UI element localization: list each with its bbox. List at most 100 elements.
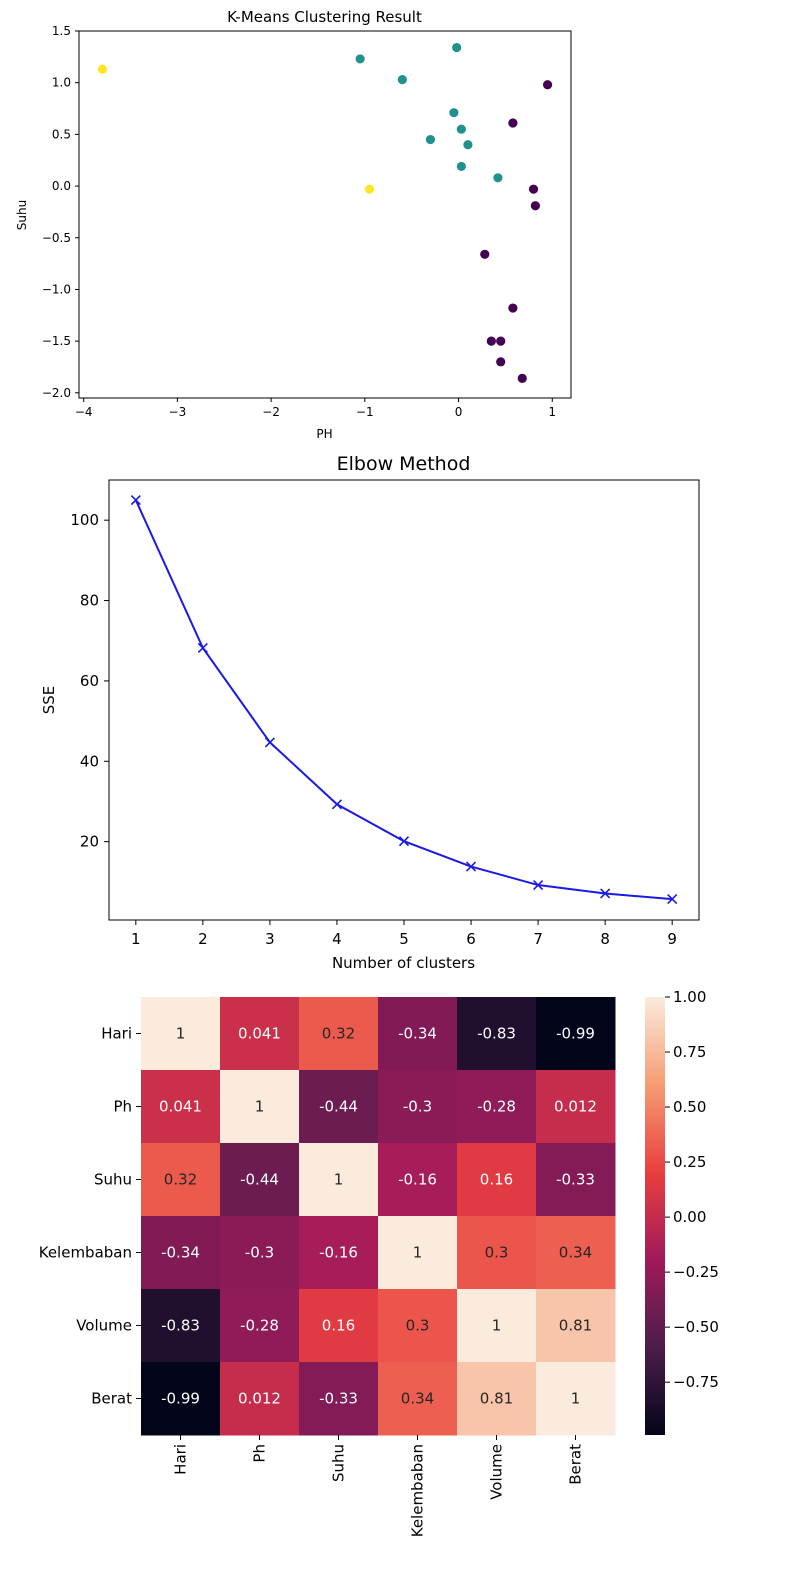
plot-frame xyxy=(108,479,700,921)
heatmap-cell-value: -0.28 xyxy=(240,1317,279,1335)
colorbar-tick-label: −0.50 xyxy=(673,1318,719,1336)
y-tick-label: −1.0 xyxy=(42,282,71,296)
x-tick-label: 3 xyxy=(265,930,275,948)
x-axis-label: PH xyxy=(316,427,332,441)
row-label: Hari xyxy=(101,1025,132,1043)
x-tick-label: 0 xyxy=(455,405,463,419)
sse-point-marker xyxy=(465,861,477,872)
heatmap-cell xyxy=(141,1143,221,1217)
x-tick-label: 5 xyxy=(399,930,409,948)
x-tick-label: −1 xyxy=(356,405,374,419)
column-label: Suhu xyxy=(330,1444,348,1482)
heatmap-cell xyxy=(378,1143,458,1217)
y-tick-label: 0.0 xyxy=(52,179,71,193)
heatmap-cell-value: 0.81 xyxy=(480,1390,513,1408)
x-axis-label: Number of clusters xyxy=(332,954,475,972)
heatmap-cell-value: 0.16 xyxy=(322,1317,355,1335)
sse-series-markers xyxy=(130,495,678,905)
row-label: Berat xyxy=(91,1390,132,1408)
heatmap-cell-value: 0.041 xyxy=(238,1025,281,1043)
heatmap-cell xyxy=(457,1143,537,1217)
colorbar-tick-label: −0.75 xyxy=(673,1373,719,1391)
heatmap-cell-value: 0.32 xyxy=(322,1025,355,1043)
heatmap-cell xyxy=(141,1216,221,1290)
row-label: Ph xyxy=(113,1098,132,1116)
plot-frame xyxy=(78,30,572,399)
sse-point-marker xyxy=(667,894,678,905)
y-tick-label: 1.0 xyxy=(52,76,71,90)
heatmap-cell xyxy=(299,1362,379,1436)
heatmap-cell-value: 1 xyxy=(255,1098,265,1116)
x-tick-label: 9 xyxy=(667,930,677,948)
scatter-point xyxy=(463,140,473,150)
scatter-point xyxy=(397,74,407,85)
heatmap-cell xyxy=(299,1070,379,1144)
heatmap-cell-value: -0.33 xyxy=(556,1171,595,1189)
heatmap-cell xyxy=(457,1216,537,1290)
scatter-point xyxy=(452,42,462,53)
x-tick-label: 7 xyxy=(533,930,543,948)
heatmap-cell xyxy=(299,1289,379,1363)
colorbar-tick-label: 0.00 xyxy=(673,1208,706,1226)
heatmap-cell-value: 1 xyxy=(334,1171,344,1189)
chart-title: K-Means Clustering Result xyxy=(227,8,422,26)
y-tick-label: 80 xyxy=(80,592,99,610)
colorbar-tick-label: 1.00 xyxy=(673,988,706,1006)
scatter-point xyxy=(364,184,375,194)
y-tick-label: 20 xyxy=(80,833,99,851)
sse-point-marker xyxy=(130,495,141,506)
heatmap-cell xyxy=(141,1362,221,1436)
correlation-heatmap: 1 0.041 0.32 -0.34 -0.83 -0.99 0.041 1 -0.44 -0.3… xyxy=(39,988,719,1537)
heatmap-cell-value: -0.3 xyxy=(245,1244,274,1262)
sse-series-line xyxy=(134,499,673,901)
scatter-point xyxy=(496,336,506,346)
heatmap-cell-value: 1 xyxy=(413,1244,423,1262)
y-tick-label: −2.0 xyxy=(42,386,71,400)
scatter-point xyxy=(530,201,540,211)
heatmap-cell xyxy=(220,997,300,1071)
heatmap-cell-value: -0.34 xyxy=(161,1244,200,1262)
heatmap-cells: 1 0.041 0.32 -0.34 -0.83 -0.99 0.041 1 -0.44 -0.3… xyxy=(141,997,616,1436)
heatmap-cell-value: -0.33 xyxy=(319,1390,358,1408)
heatmap-cell-value: -0.16 xyxy=(319,1244,358,1262)
row-label: Kelembaban xyxy=(39,1244,132,1262)
heatmap-cell xyxy=(457,1289,537,1363)
heatmap-column-labels: Hari Ph Suhu Kelembaban Volume Berat xyxy=(172,1435,585,1537)
chart-title: Elbow Method xyxy=(337,453,471,475)
heatmap-cell-value: 1 xyxy=(492,1317,502,1335)
heatmap-cell xyxy=(536,1362,616,1436)
heatmap-cell-value: -0.99 xyxy=(161,1390,200,1408)
x-tick-label: 2 xyxy=(198,930,208,948)
sse-point-marker xyxy=(264,737,275,748)
scatter-point xyxy=(97,64,108,74)
heatmap-cell-value: -0.34 xyxy=(398,1025,437,1043)
column-label: Ph xyxy=(251,1444,269,1463)
y-tick-label: 0.5 xyxy=(52,127,71,141)
heatmap-cell xyxy=(378,1070,458,1144)
heatmap-cell xyxy=(457,1362,537,1436)
heatmap-cell-value: -0.44 xyxy=(319,1098,358,1116)
heatmap-cell-value: -0.3 xyxy=(403,1098,432,1116)
row-label: Volume xyxy=(76,1317,132,1335)
x-tick-label: 1 xyxy=(548,405,556,419)
heatmap-cell-value: -0.44 xyxy=(240,1171,279,1189)
heatmap-cell xyxy=(378,1216,458,1290)
y-axis-label: SSE xyxy=(40,686,58,715)
heatmap-cell xyxy=(536,1143,616,1217)
row-label: Suhu xyxy=(94,1171,132,1189)
heatmap-cell-value: 1 xyxy=(176,1025,186,1043)
colorbar-tick-label: 0.25 xyxy=(673,1153,706,1171)
heatmap-cell xyxy=(378,1289,458,1363)
x-tick-label: 6 xyxy=(466,930,476,948)
heatmap-cell xyxy=(141,1070,221,1144)
heatmap-cell xyxy=(141,997,221,1071)
sse-point-marker xyxy=(398,836,410,847)
heatmap-cell-value: -0.83 xyxy=(161,1317,200,1335)
sse-point-marker xyxy=(331,799,343,810)
heatmap-cell xyxy=(220,1216,300,1290)
y-axis-ticks: 20 40 60 80 100 xyxy=(70,511,109,851)
heatmap-cell-value: 1 xyxy=(571,1390,581,1408)
column-label: Hari xyxy=(172,1444,190,1475)
colorbar-tick-label: 0.75 xyxy=(673,1043,706,1061)
